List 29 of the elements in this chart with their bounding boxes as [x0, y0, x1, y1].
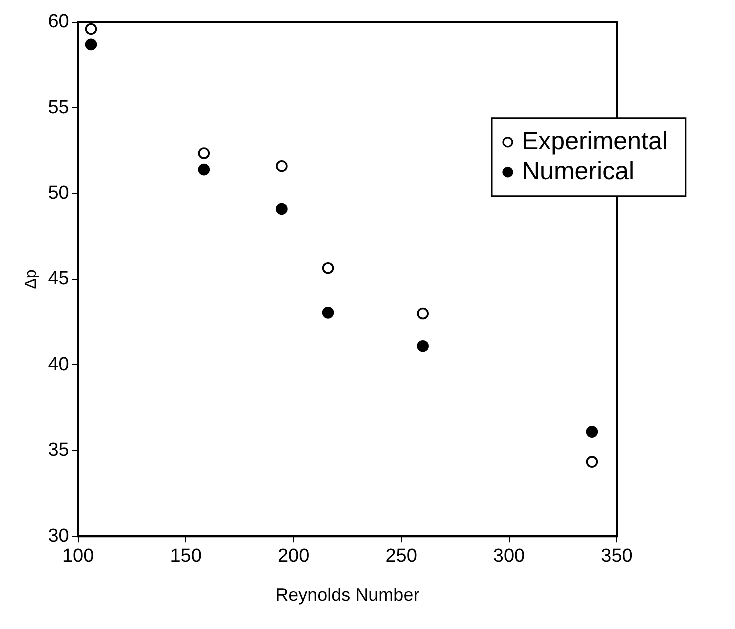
point: [417, 340, 429, 352]
point: [198, 148, 210, 160]
x-tick-label: 250: [386, 546, 418, 568]
x-tick-label: 100: [62, 546, 94, 568]
x-tick-label: 350: [601, 546, 633, 568]
point: [586, 426, 598, 438]
y-tick-label: 60: [48, 12, 70, 33]
point: [322, 262, 334, 274]
y-tick-label: 50: [48, 183, 70, 204]
point: [85, 23, 98, 36]
x-axis-title: Reynolds Number: [276, 585, 420, 606]
x-tick-label: 150: [170, 546, 202, 568]
y-axis-title: Δp: [23, 270, 40, 290]
point: [417, 308, 429, 320]
point: [276, 160, 288, 172]
point: [322, 307, 334, 319]
legend-label: Numerical: [522, 157, 635, 186]
point: [276, 203, 288, 216]
y-tick-label: 35: [48, 440, 70, 462]
x-tick-label: 200: [278, 546, 310, 568]
y-tick-label: 45: [48, 268, 70, 290]
x-tick-label: 300: [493, 546, 526, 568]
point: [586, 456, 598, 468]
y-tick-label: 30: [48, 526, 70, 547]
y-tick-label: 55: [48, 97, 70, 118]
point: [198, 164, 210, 176]
y-tick-label: 40: [48, 354, 70, 376]
legend-label: Experimental: [522, 127, 668, 156]
point: [85, 38, 98, 51]
